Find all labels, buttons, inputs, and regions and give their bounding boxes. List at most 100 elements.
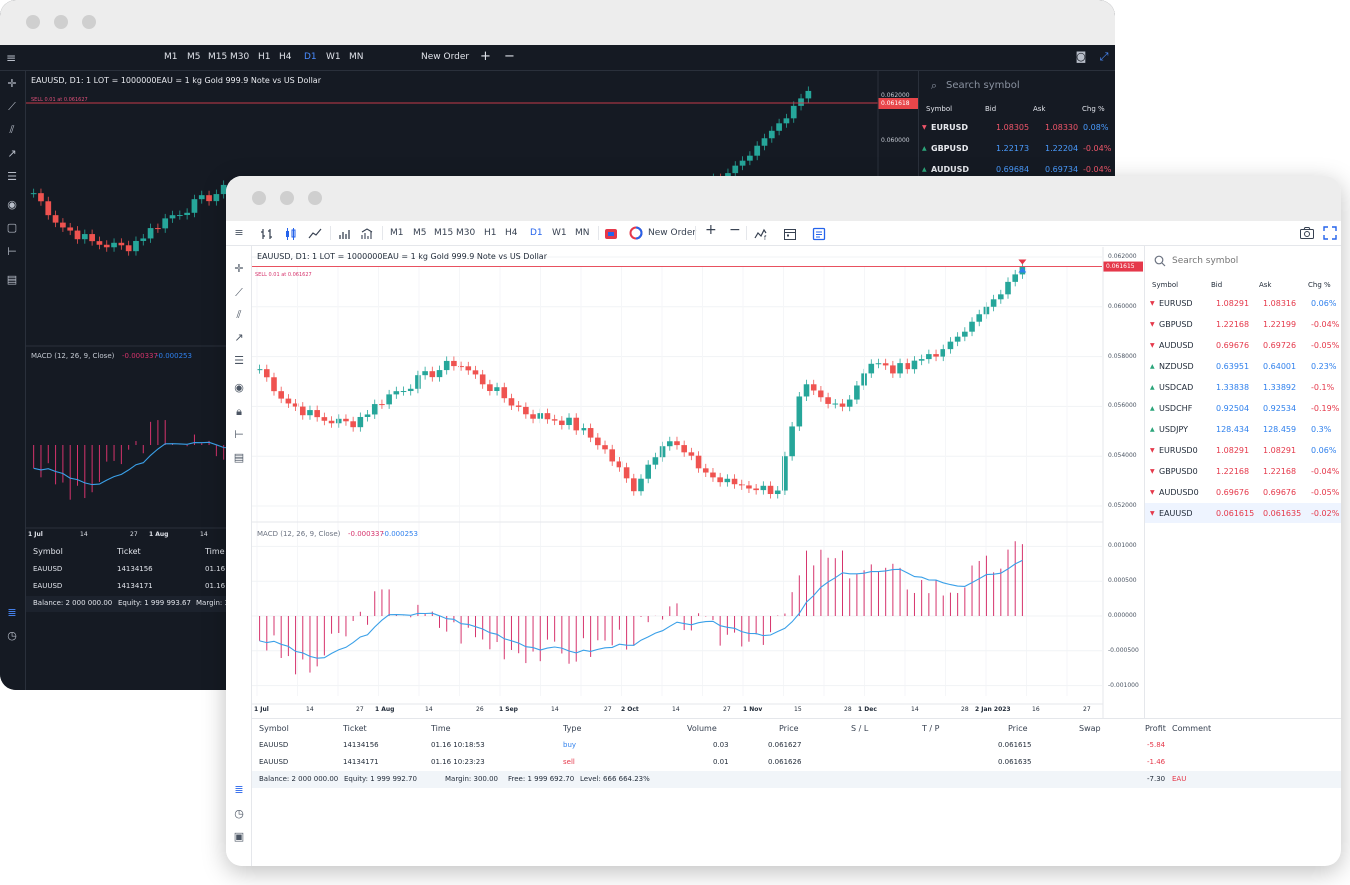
menu-icon[interactable]: ≡	[234, 226, 244, 239]
watch-row-audusd[interactable]: ▼ AUDUSD 0.69676 0.69726 -0.05%	[1145, 335, 1341, 355]
new-order-icon[interactable]	[629, 226, 643, 240]
watch-symbol[interactable]: EURUSD	[931, 123, 969, 132]
journal-icon[interactable]: ▣	[233, 830, 245, 843]
col-comment[interactable]: Comment	[1172, 724, 1212, 733]
lock-icon[interactable]: ▢	[6, 221, 18, 234]
crosshair-icon[interactable]: ✛	[7, 77, 17, 90]
timeframe-button[interactable]: M5	[187, 52, 201, 62]
one-click-trading-icon[interactable]	[604, 227, 618, 241]
position-symbol[interactable]: EAUUSD	[33, 565, 63, 573]
indicator-chart-icon[interactable]	[360, 227, 374, 241]
col-sl[interactable]: S / L	[851, 724, 869, 733]
trendline-icon[interactable]: ⟋	[8, 100, 16, 113]
new-order-button[interactable]: New Order	[648, 228, 697, 238]
delete-drawings-icon[interactable]: ▤	[233, 451, 245, 464]
window-close-dot[interactable]	[26, 15, 40, 29]
calendar-icon[interactable]	[783, 227, 797, 241]
col-swap[interactable]: Swap	[1079, 724, 1101, 733]
timeframe-button[interactable]: M30	[230, 52, 250, 62]
watch-row-usdchf[interactable]: ▲ USDCHF 0.92504 0.92534 -0.19%	[1145, 398, 1341, 418]
channel-icon[interactable]: ⫽	[9, 123, 15, 136]
timeframe-button[interactable]: M15	[208, 52, 228, 62]
sell-order-label[interactable]: SELL 0.01 at 0.061627	[255, 272, 312, 278]
col-type[interactable]: Type	[563, 724, 582, 733]
timeframe-m30[interactable]: M30	[456, 228, 476, 238]
window-close-dot[interactable]	[252, 191, 266, 205]
timeframe-d1[interactable]: D1	[530, 228, 543, 238]
watch-header-bid[interactable]: Bid	[1211, 281, 1223, 289]
col-tp[interactable]: T / P	[922, 724, 940, 733]
timeframe-h1[interactable]: H1	[484, 228, 497, 238]
bar-chart-icon[interactable]	[260, 227, 274, 241]
sell-order-label[interactable]: SELL 0.01 at 0.061627	[31, 97, 88, 103]
window-maximize-dot[interactable]	[308, 191, 322, 205]
watch-header-symbol[interactable]: Symbol	[1152, 281, 1179, 289]
zoom-in-button[interactable]: +	[705, 222, 717, 238]
window-minimize-dot[interactable]	[54, 15, 68, 29]
positions-list-icon[interactable]: ≣	[234, 783, 244, 796]
table-header[interactable]: Symbol	[33, 547, 63, 556]
watch-header[interactable]: Chg %	[1082, 105, 1105, 113]
search-symbol-input[interactable]: Search symbol	[946, 80, 1020, 91]
timeframe-m5[interactable]: M5	[413, 228, 427, 238]
screenshot-icon[interactable]: ◙	[1075, 50, 1087, 63]
timeframe-button[interactable]: H4	[279, 52, 292, 62]
table-header[interactable]: Ticket	[117, 547, 141, 556]
col-volume[interactable]: Volume	[687, 724, 717, 733]
positions-list-icon[interactable]: ≣	[7, 606, 17, 619]
timeframe-button[interactable]: W1	[326, 52, 341, 62]
delete-drawings-icon[interactable]: ▤	[6, 273, 18, 286]
timeframe-mn[interactable]: MN	[575, 228, 590, 238]
watch-header[interactable]: Symbol	[926, 105, 953, 113]
timeframe-m15[interactable]: M15	[434, 228, 454, 238]
watch-row-usdcad[interactable]: ▲ USDCAD 1.33838 1.33892 -0.1%	[1145, 377, 1341, 397]
timeframe-m1[interactable]: M1	[390, 228, 404, 238]
timeframe-button[interactable]: D1	[304, 52, 317, 62]
col-profit[interactable]: Profit	[1145, 724, 1166, 733]
watch-row-gbpusd0[interactable]: ▼ GBPUSD0 1.22168 1.22168 -0.04%	[1145, 461, 1341, 481]
channel-icon[interactable]: ⫽	[236, 308, 242, 321]
trendline-icon[interactable]: ⟋	[235, 286, 243, 299]
timeframe-button[interactable]: M1	[164, 52, 178, 62]
indicators-icon[interactable]: f	[754, 227, 769, 241]
watch-header[interactable]: Ask	[1033, 105, 1046, 113]
fullscreen-icon[interactable]: ⤢	[1099, 50, 1109, 63]
col-current-price[interactable]: Price	[1008, 724, 1028, 733]
window-minimize-dot[interactable]	[280, 191, 294, 205]
history-icon[interactable]: ◷	[7, 629, 17, 642]
screenshot-icon[interactable]	[1299, 226, 1315, 240]
price-chart[interactable]	[226, 176, 1341, 866]
col-price[interactable]: Price	[779, 724, 799, 733]
watch-symbol[interactable]: GBPUSD	[931, 144, 969, 153]
watch-row-gbpusd[interactable]: ▼ GBPUSD 1.22168 1.22199 -0.04%	[1145, 314, 1341, 334]
position-symbol[interactable]: EAUUSD	[33, 582, 63, 590]
watch-row-usdjpy[interactable]: ▲ USDJPY 128.434 128.459 0.3%	[1145, 419, 1341, 439]
watch-header-chg[interactable]: Chg %	[1308, 281, 1331, 289]
window-maximize-dot[interactable]	[82, 15, 96, 29]
position-symbol[interactable]: EAUUSD	[259, 758, 289, 766]
zoom-in-button[interactable]: +	[480, 49, 491, 64]
volume-icon[interactable]	[338, 227, 352, 241]
eye-icon[interactable]: ◉	[7, 198, 17, 211]
watch-row-eurusd[interactable]: ▼ EURUSD 1.08291 1.08316 0.06%	[1145, 293, 1341, 313]
templates-icon[interactable]	[812, 227, 826, 241]
watch-symbol[interactable]: AUDUSD	[931, 165, 969, 174]
fibonacci-icon[interactable]: ☰	[234, 354, 244, 367]
candlestick-icon[interactable]	[284, 227, 298, 241]
timeframe-button[interactable]: H1	[258, 52, 271, 62]
timeframe-w1[interactable]: W1	[552, 228, 567, 238]
ray-icon[interactable]: ↗	[7, 147, 17, 160]
watch-header[interactable]: Bid	[985, 105, 997, 113]
watch-row-eurusd0[interactable]: ▼ EURUSD0 1.08291 1.08291 0.06%	[1145, 440, 1341, 460]
line-chart-icon[interactable]	[308, 227, 322, 241]
zoom-out-button[interactable]: −	[504, 49, 515, 64]
watch-row-eauusd[interactable]: ▼ EAUUSD 0.061615 0.061635 -0.02%	[1145, 503, 1341, 523]
zoom-out-button[interactable]: −	[729, 222, 741, 238]
fibonacci-icon[interactable]: ☰	[7, 170, 17, 183]
col-symbol[interactable]: Symbol	[259, 724, 289, 733]
col-ticket[interactable]: Ticket	[343, 724, 367, 733]
fullscreen-icon[interactable]	[1323, 226, 1337, 240]
object-tree-icon[interactable]: ⊢	[7, 245, 17, 258]
search-symbol-input[interactable]	[1172, 256, 1322, 266]
position-symbol[interactable]: EAUUSD	[259, 741, 289, 749]
